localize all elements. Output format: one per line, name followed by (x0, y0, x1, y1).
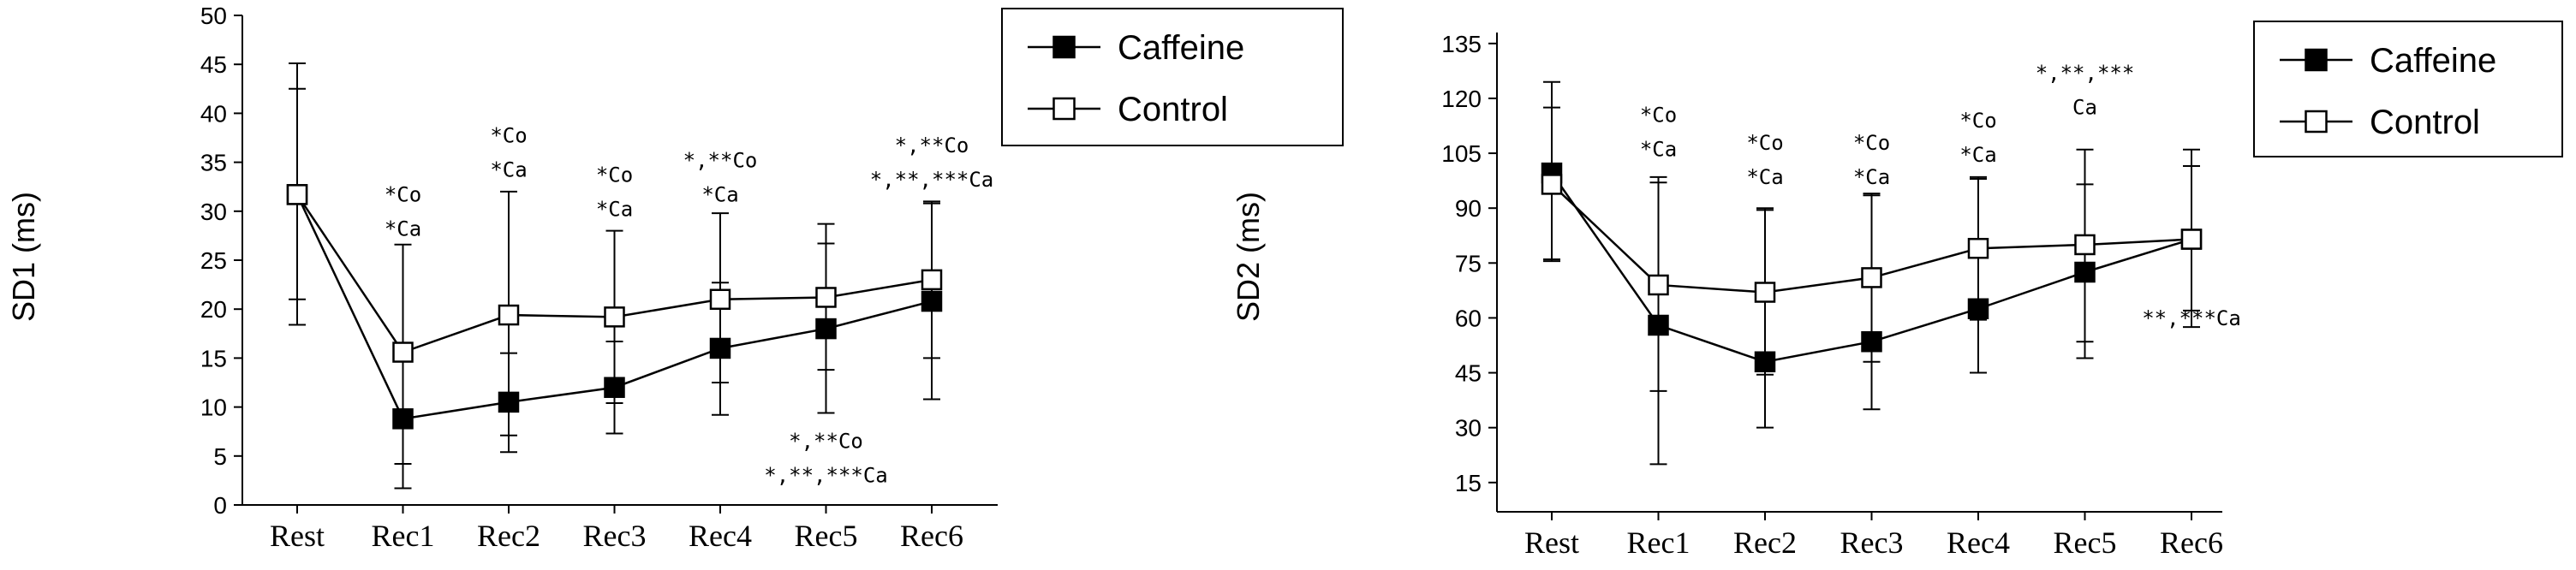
y-tick-label: 15 (200, 345, 227, 371)
x-tick-label: Rec3 (1840, 525, 1904, 560)
data-point-control (1967, 237, 1989, 259)
y-tick-label: 105 (1441, 140, 1482, 167)
x-tick-label: Rest (1524, 525, 1579, 560)
data-point-caffeine (1754, 351, 1776, 372)
legend-label-caffeine: Caffeine (1118, 29, 1244, 67)
y-tick-label: 60 (1455, 305, 1482, 331)
significance-annotation: *Co (1746, 131, 1783, 155)
significance-annotation: *Ca (1853, 165, 1890, 189)
data-point-control (1861, 267, 1882, 288)
data-point-caffeine (498, 391, 520, 413)
y-tick-label: 45 (200, 51, 227, 78)
significance-annotation: *Ca (1746, 165, 1783, 189)
significance-annotation: *,**,***Ca (870, 168, 994, 192)
data-point-caffeine (1967, 298, 1989, 319)
significance-annotation: *Ca (385, 217, 421, 240)
legend-marker-caffeine (2305, 48, 2328, 72)
legend-marker-control (1052, 97, 1076, 121)
significance-annotation: *,**Co (683, 148, 758, 172)
data-point-control (392, 341, 414, 363)
data-point-control (815, 287, 837, 308)
significance-annotation: **,***Ca (2142, 306, 2241, 330)
data-point-caffeine (1861, 330, 1882, 353)
y-tick-label: 135 (1441, 31, 1482, 57)
x-tick-label: Rec2 (477, 519, 540, 553)
x-tick-label: Rec6 (900, 519, 963, 553)
data-point-control (286, 184, 308, 205)
y-tick-label: 30 (1455, 415, 1482, 442)
x-tick-label: Rec1 (372, 519, 435, 553)
data-point-control (921, 269, 943, 291)
significance-annotation: *Co (596, 163, 633, 187)
significance-annotation: *Co (1640, 104, 1677, 128)
significance-annotation: *Co (1853, 131, 1890, 155)
y-tick-label: 20 (200, 296, 227, 323)
y-axis-label: SD2 (ms) (1231, 192, 1266, 322)
x-tick-label: Rec5 (2054, 525, 2117, 560)
data-point-control (498, 304, 520, 326)
y-tick-label: 120 (1441, 86, 1482, 112)
significance-annotation: *Ca (490, 158, 527, 182)
significance-annotation: *Ca (596, 197, 633, 221)
data-point-caffeine (921, 290, 943, 312)
data-point-control (604, 306, 625, 328)
y-tick-label: 75 (1455, 250, 1482, 276)
y-tick-label: 90 (1455, 195, 1482, 222)
significance-annotation: *,**Co (789, 430, 863, 454)
significance-annotation: *Co (1959, 109, 1996, 133)
data-point-control (2180, 229, 2203, 250)
x-tick-label: Rec5 (795, 519, 858, 553)
legend-marker-caffeine (1052, 35, 1076, 59)
data-point-caffeine (709, 337, 731, 359)
y-tick-label: 35 (200, 150, 227, 176)
y-tick-label: 50 (200, 3, 227, 29)
x-tick-label: Rec2 (1733, 525, 1797, 560)
significance-annotation: *Ca (701, 182, 738, 206)
significance-annotation: *,**Co (895, 134, 969, 157)
significance-annotation: *,**,***Ca (764, 464, 888, 488)
significance-annotation: *Co (490, 124, 527, 148)
y-tick-label: 5 (213, 443, 227, 470)
significance-annotation: *Co (385, 182, 421, 206)
significance-annotation: *Ca (1640, 138, 1677, 162)
chart-panel-2: 15 30 45 60 75 90 105 120 135 Rest Rec1 Rec2 Rec3 Rec… (1231, 21, 2563, 560)
legend-marker-control (2305, 110, 2328, 134)
significance-annotation: *Ca (1959, 143, 1996, 167)
x-tick-label: Rest (270, 519, 325, 553)
data-point-control (1754, 282, 1776, 303)
x-tick-label: Rec3 (583, 519, 647, 553)
y-axis-label: SD1 (ms) (6, 192, 41, 322)
x-tick-label: Rec4 (689, 519, 752, 553)
data-point-control (2074, 234, 2096, 256)
x-tick-label: Rec4 (1947, 525, 2010, 560)
legend-label-control: Control (1118, 91, 1228, 128)
legend-label-control: Control (2370, 104, 2480, 141)
legend-box (2253, 21, 2563, 157)
legend-box (1001, 8, 1344, 146)
data-point-caffeine (2074, 261, 2096, 283)
data-point-caffeine (1648, 314, 1669, 336)
data-point-caffeine (815, 318, 837, 340)
significance-annotation: *,**,*** (2036, 62, 2135, 86)
data-point-control (1541, 174, 1563, 195)
data-point-control (709, 288, 731, 311)
y-tick-label: 10 (200, 395, 227, 421)
y-tick-label: 25 (200, 247, 227, 274)
chart-panel-1: 0 5 10 15 20 25 30 35 40 45 50 Rest Rec1 Rec2 Rec3 Rec4… (6, 3, 1344, 553)
y-tick-label: 45 (1455, 360, 1482, 387)
y-tick-label: 30 (200, 199, 227, 225)
x-tick-label: Rec1 (1627, 525, 1690, 560)
y-tick-label: 40 (200, 100, 227, 127)
data-point-caffeine (392, 408, 414, 430)
x-tick-label: Rec6 (2160, 525, 2223, 560)
y-tick-label: 0 (213, 492, 227, 519)
data-point-control (1648, 274, 1669, 296)
y-tick-label: 15 (1455, 470, 1482, 496)
legend-label-caffeine: Caffeine (2370, 42, 2496, 80)
data-point-caffeine (604, 377, 625, 398)
significance-annotation: Ca (2072, 96, 2097, 120)
